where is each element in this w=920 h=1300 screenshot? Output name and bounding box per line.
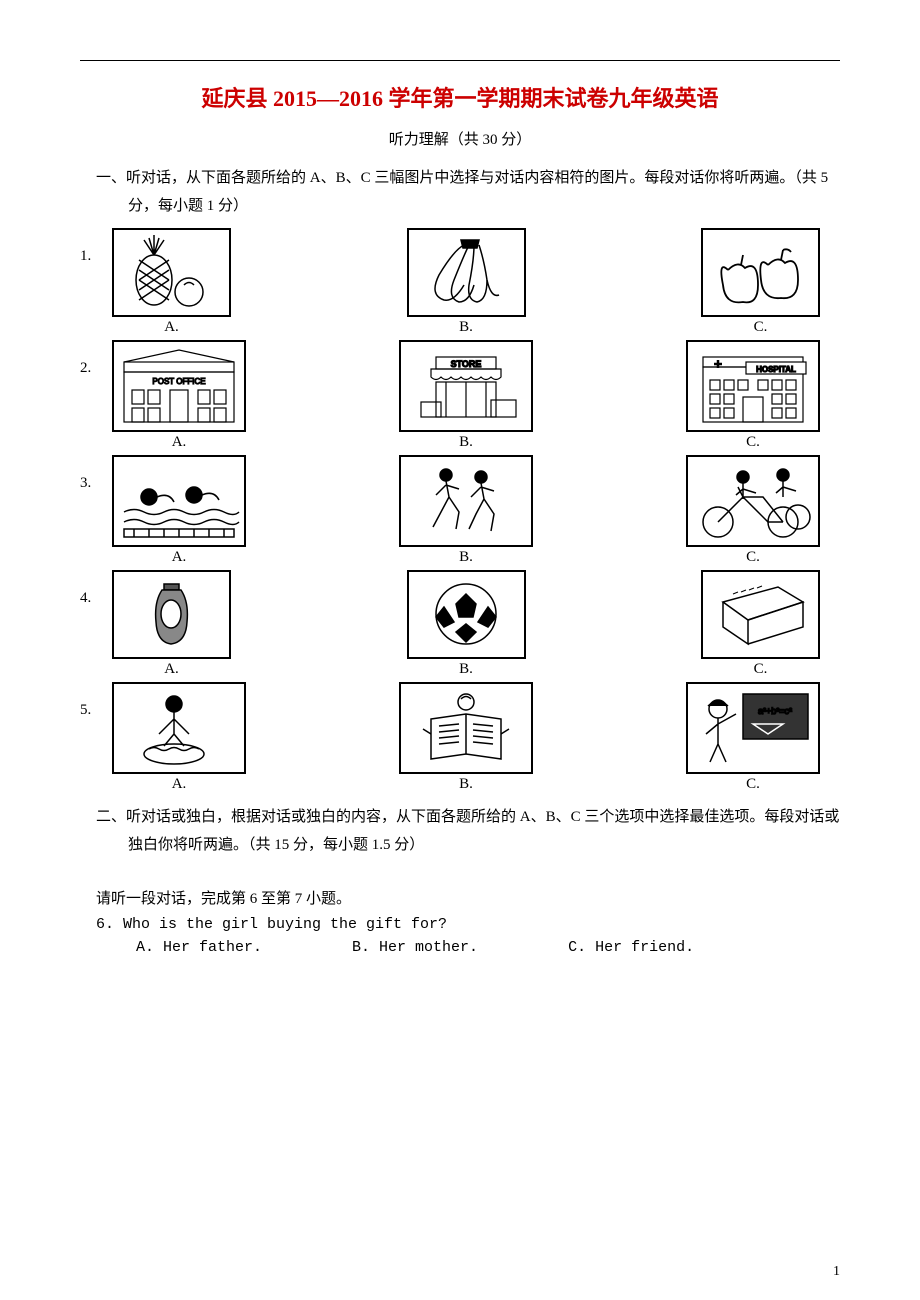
option-3C: C.: [686, 455, 820, 566]
hospital-icon: HOSPITAL: [686, 340, 820, 432]
book-icon: [701, 570, 820, 659]
option-label-B: B.: [459, 549, 473, 566]
option-5B: B.: [399, 682, 533, 793]
swimming-icon: [112, 455, 246, 547]
reading-newspaper-icon: [399, 682, 533, 774]
option-label-C: C.: [754, 319, 768, 336]
top-rule: [80, 60, 840, 61]
option-5C: a²+b²=c² C.: [686, 682, 820, 793]
choice-6B: B. Her mother.: [352, 939, 478, 956]
question-number: 2.: [80, 340, 112, 377]
question-row-3: 3. A.: [80, 455, 840, 566]
option-label-B: B.: [459, 434, 473, 451]
option-label-B: B.: [459, 776, 473, 793]
question-number: 5.: [80, 682, 112, 719]
option-2A: POST OFFICE A.: [112, 340, 246, 451]
option-label-A: A.: [172, 776, 187, 793]
cycling-icon: [686, 455, 820, 547]
options-row: A. B.: [112, 228, 840, 336]
option-1A: A.: [112, 228, 231, 336]
question-6-choices: A. Her father. B. Her mother. C. Her fri…: [80, 939, 840, 956]
option-label-C: C.: [754, 661, 768, 678]
option-2C: HOSPITAL C.: [686, 340, 820, 451]
options-row: A. B.: [112, 455, 840, 566]
question-6-text: 6. Who is the girl buying the gift for?: [80, 916, 840, 933]
option-label-B: B.: [459, 661, 473, 678]
question-number: 1.: [80, 228, 112, 265]
soccer-ball-icon: [407, 570, 526, 659]
exam-title: 延庆县 2015—2016 学年第一学期期末试卷九年级英语: [80, 81, 840, 113]
option-5A: A.: [112, 682, 246, 793]
post-office-icon: POST OFFICE: [112, 340, 246, 432]
option-4B: B.: [407, 570, 526, 678]
section2-instruction: 二、听对话或独白，根据对话或独白的内容，从下面各题所给的 A、B、C 三个选项中…: [80, 803, 840, 859]
section1-instruction: 一、听对话，从下面各题所给的 A、B、C 三幅图片中选择与对话内容相符的图片。每…: [80, 164, 840, 220]
listening-subtitle: 听力理解（共 30 分）: [80, 128, 840, 149]
option-label-C: C.: [746, 549, 760, 566]
pineapple-icon: [112, 228, 231, 317]
option-label-A: A.: [172, 434, 187, 451]
options-row: A. B.: [112, 570, 840, 678]
bananas-icon: [407, 228, 526, 317]
svg-text:HOSPITAL: HOSPITAL: [756, 365, 796, 374]
option-3B: B.: [399, 455, 533, 566]
question-number: 3.: [80, 455, 112, 492]
option-1B: B.: [407, 228, 526, 336]
question-row-1: 1. A.: [80, 228, 840, 336]
option-label-A: A.: [164, 661, 179, 678]
question-number: 4.: [80, 570, 112, 607]
choice-6C: C. Her friend.: [568, 939, 694, 956]
question-row-5: 5. A.: [80, 682, 840, 793]
washing-icon: [112, 682, 246, 774]
question-row-2: 2. POST OFFICE A.: [80, 340, 840, 451]
running-icon: [399, 455, 533, 547]
dialog-intro: 请听一段对话，完成第 6 至第 7 小题。: [80, 887, 840, 908]
choice-6A: A. Her father.: [136, 939, 262, 956]
option-2B: STORE B.: [399, 340, 533, 451]
options-row: A. B.: [112, 682, 840, 793]
water-bottle-icon: [112, 570, 231, 659]
svg-text:a²+b²=c²: a²+b²=c²: [758, 706, 792, 716]
exam-page: 延庆县 2015—2016 学年第一学期期末试卷九年级英语 听力理解（共 30 …: [0, 0, 920, 1300]
options-row: POST OFFICE A. STORE: [112, 340, 840, 451]
option-label-B: B.: [459, 319, 473, 336]
option-label-A: A.: [164, 319, 179, 336]
svg-text:POST OFFICE: POST OFFICE: [152, 377, 205, 386]
option-label-C: C.: [746, 776, 760, 793]
option-4C: C.: [701, 570, 820, 678]
teaching-icon: a²+b²=c²: [686, 682, 820, 774]
page-number: 1: [833, 1264, 840, 1280]
store-icon: STORE: [399, 340, 533, 432]
apples-icon: [701, 228, 820, 317]
question-row-4: 4. A.: [80, 570, 840, 678]
svg-text:STORE: STORE: [451, 359, 482, 369]
option-label-A: A.: [172, 549, 187, 566]
option-label-C: C.: [746, 434, 760, 451]
option-3A: A.: [112, 455, 246, 566]
option-1C: C.: [701, 228, 820, 336]
option-4A: A.: [112, 570, 231, 678]
